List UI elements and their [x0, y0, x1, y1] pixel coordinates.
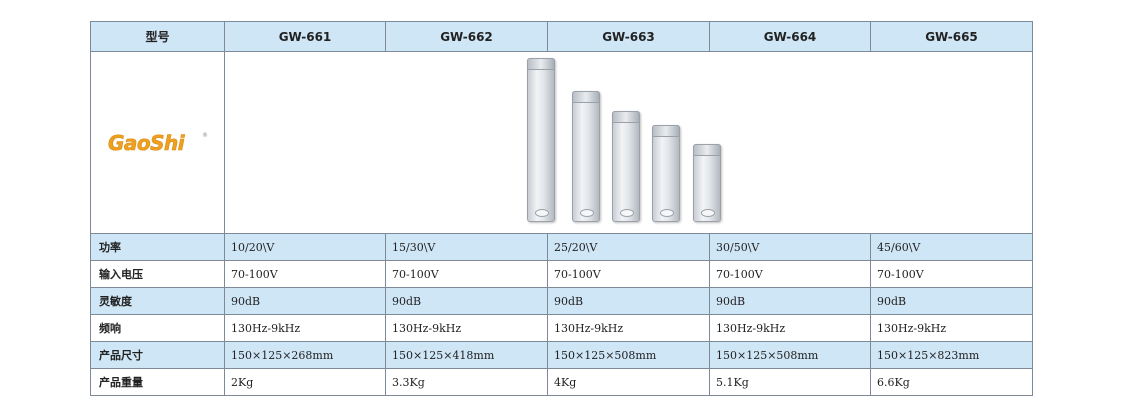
cell: 130Hz-9kHz: [385, 314, 548, 342]
cell: 90dB: [547, 287, 710, 315]
header-row: 型号 GW-661 GW-662 GW-663 GW-664 GW-665: [90, 21, 1033, 52]
row-label: 灵敏度: [90, 287, 225, 315]
row-label: 产品尺寸: [90, 341, 225, 369]
cell: 15/30\V: [385, 233, 548, 261]
cell: 70-100V: [385, 260, 548, 288]
model-gw-663: GW-663: [547, 21, 710, 52]
cell: 70-100V: [224, 260, 386, 288]
row-label: 输入电压: [90, 260, 225, 288]
speaker-gw-662-image: [652, 125, 680, 222]
cell: 45/60\V: [870, 233, 1033, 261]
speaker-gw-665-image: [527, 58, 555, 222]
row-power: 功率 10/20\V 15/30\V 25/20\V 30/50\V 45/60…: [90, 233, 1033, 261]
cell: 4Kg: [547, 368, 710, 396]
svg-text:®: ®: [202, 132, 208, 139]
cell: 130Hz-9kHz: [547, 314, 710, 342]
cell: 90dB: [709, 287, 871, 315]
cell: 150×125×508mm: [547, 341, 710, 369]
model-gw-661: GW-661: [224, 21, 386, 52]
image-row: GaoShi ®: [90, 51, 1033, 234]
cell: 3.3Kg: [385, 368, 548, 396]
cell: 130Hz-9kHz: [224, 314, 386, 342]
row-label: 功率: [90, 233, 225, 261]
row-frequency-response: 频响 130Hz-9kHz 130Hz-9kHz 130Hz-9kHz 130H…: [90, 314, 1033, 342]
cell: 150×125×823mm: [870, 341, 1033, 369]
row-dimensions: 产品尺寸 150×125×268mm 150×125×418mm 150×125…: [90, 341, 1033, 369]
model-gw-664: GW-664: [709, 21, 871, 52]
cell: 6.6Kg: [870, 368, 1033, 396]
row-weight: 产品重量 2Kg 3.3Kg 4Kg 5.1Kg 6.6Kg: [90, 368, 1033, 396]
cell: 150×125×268mm: [224, 341, 386, 369]
speaker-gw-663-image: [612, 111, 640, 222]
model-gw-662: GW-662: [385, 21, 548, 52]
cell: 5.1Kg: [709, 368, 871, 396]
cell: 70-100V: [709, 260, 871, 288]
speaker-gw-664-image: [572, 91, 600, 222]
row-input-voltage: 输入电压 70-100V 70-100V 70-100V 70-100V 70-…: [90, 260, 1033, 288]
cell: 70-100V: [547, 260, 710, 288]
cell: 70-100V: [870, 260, 1033, 288]
product-image: [224, 51, 1033, 234]
cell: 150×125×418mm: [385, 341, 548, 369]
cell: 90dB: [385, 287, 548, 315]
cell: 30/50\V: [709, 233, 871, 261]
cell: 130Hz-9kHz: [870, 314, 1033, 342]
cell: 150×125×508mm: [709, 341, 871, 369]
speaker-gw-661-image: [693, 144, 721, 222]
gaoshi-logo-mark: GaoShi ®: [107, 131, 208, 156]
cell: 25/20\V: [547, 233, 710, 261]
row-label: 产品重量: [90, 368, 225, 396]
cell: 90dB: [224, 287, 386, 315]
header-label: 型号: [90, 21, 225, 52]
cell: 90dB: [870, 287, 1033, 315]
gaoshi-logo: GaoShi ®: [106, 128, 210, 161]
row-label: 频响: [90, 314, 225, 342]
cell: 10/20\V: [224, 233, 386, 261]
logo-cell: GaoShi ®: [90, 51, 225, 234]
model-gw-665: GW-665: [870, 21, 1033, 52]
cell: 130Hz-9kHz: [709, 314, 871, 342]
spec-table: 型号 GW-661 GW-662 GW-663 GW-664 GW-665 Ga…: [90, 21, 1033, 396]
cell: 2Kg: [224, 368, 386, 396]
svg-text:GaoShi: GaoShi: [108, 131, 186, 155]
row-sensitivity: 灵敏度 90dB 90dB 90dB 90dB 90dB: [90, 287, 1033, 315]
